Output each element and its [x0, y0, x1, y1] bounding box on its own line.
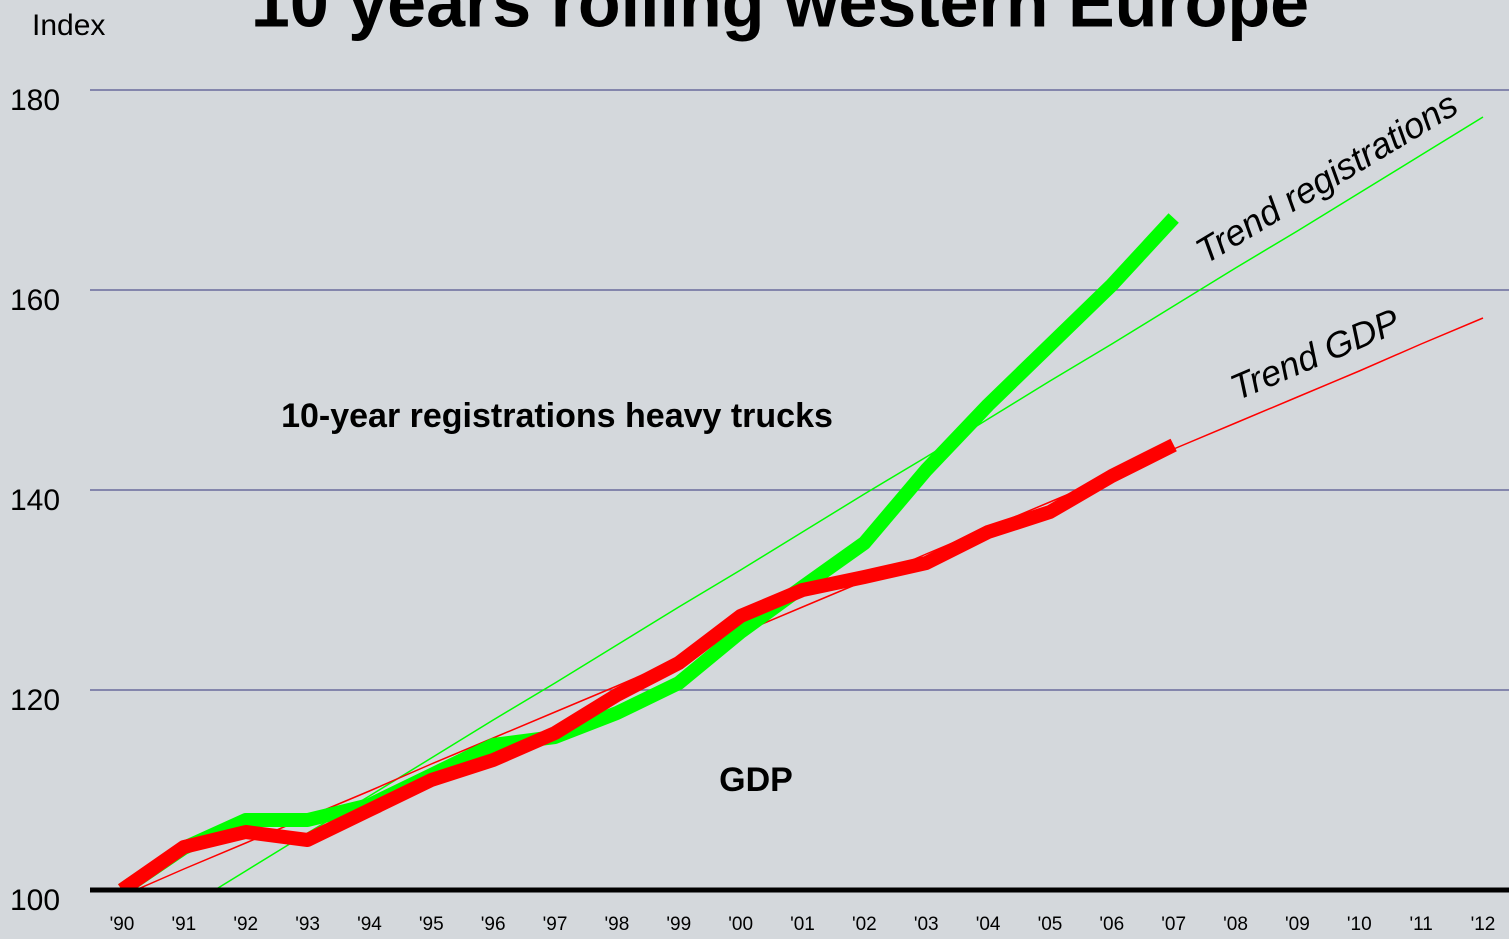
series-label: GDP	[719, 761, 793, 799]
x-tick-label: '12	[1471, 914, 1496, 935]
x-tick-label: '93	[295, 914, 320, 935]
x-tick-label: '03	[914, 914, 939, 935]
x-tick-label: '94	[357, 914, 382, 935]
x-tick-label: '92	[233, 914, 258, 935]
x-tick-label: '05	[1038, 914, 1063, 935]
x-tick-label: '98	[605, 914, 630, 935]
y-tick-label: 180	[10, 84, 60, 117]
y-tick-label: 140	[10, 484, 60, 517]
x-tick-label: '08	[1223, 914, 1248, 935]
plot-area	[118, 116, 1484, 890]
y-tick-label: 160	[10, 284, 60, 317]
x-tick-label: '02	[852, 914, 877, 935]
x-tick-label: '11	[1409, 914, 1432, 935]
x-tick-label: '09	[1285, 914, 1310, 935]
y-axis-label: Index	[32, 9, 105, 42]
x-tick-label: '99	[666, 914, 691, 935]
x-tick-label: '91	[171, 914, 196, 935]
x-tick-label: '01	[790, 914, 815, 935]
x-tick-label: '95	[419, 914, 444, 935]
y-tick-label: 120	[10, 684, 60, 717]
x-tick-label: '00	[728, 914, 753, 935]
x-tick-label: '90	[110, 914, 135, 935]
x-tick-label: '06	[1099, 914, 1124, 935]
chart-title: 10 years rolling western Europe	[251, 0, 1309, 41]
x-tick-label: '96	[481, 914, 506, 935]
data-line	[118, 438, 1177, 890]
y-tick-label: 100	[10, 884, 60, 917]
x-tick-label: '10	[1347, 914, 1372, 935]
x-tick-label: '04	[976, 914, 1001, 935]
x-tick-label: '97	[543, 914, 568, 935]
data-line	[118, 213, 1179, 890]
x-tick-label: '07	[1161, 914, 1186, 935]
series-label: 10-year registrations heavy trucks	[281, 397, 833, 435]
trend-line	[133, 317, 1484, 890]
